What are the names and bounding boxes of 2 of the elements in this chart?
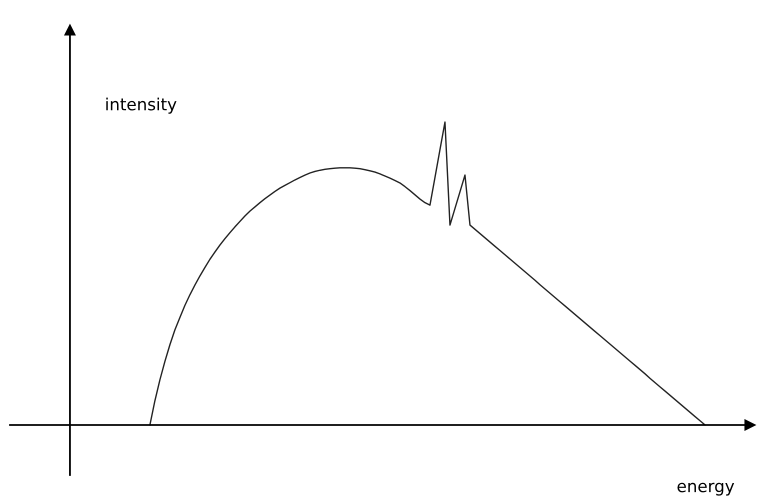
x-axis-title: energy <box>677 482 734 496</box>
y-axis-title: intensity <box>106 98 176 114</box>
